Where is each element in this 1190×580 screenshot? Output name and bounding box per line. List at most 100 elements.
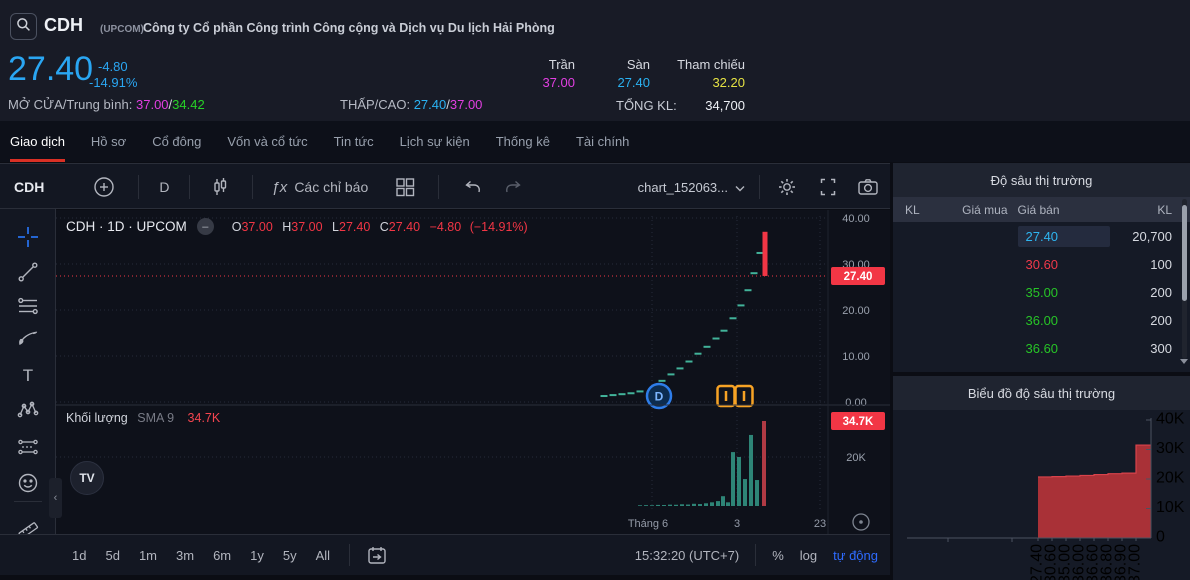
undo-icon[interactable]	[461, 177, 485, 197]
exchange-tag: (UPCOM)	[100, 24, 144, 35]
range-All[interactable]: All	[315, 547, 331, 563]
price-volume-chart[interactable]: 40.0030.0020.0010.000.00D20K27.4034.7KTh…	[56, 210, 890, 534]
range-1y[interactable]: 1y	[250, 547, 264, 563]
tab-3[interactable]: Vốn và cổ tức	[227, 133, 308, 149]
tab-5[interactable]: Lịch sự kiện	[399, 133, 470, 149]
range-6m[interactable]: 6m	[213, 547, 232, 563]
text-tool-icon[interactable]: T	[16, 363, 40, 387]
chart-toolbar: CDH D ƒx Các chỉ báo	[0, 163, 890, 209]
log-scale-button[interactable]: log	[799, 547, 818, 563]
depth-col-1: Giá mua	[962, 202, 1008, 217]
tab-7[interactable]: Tài chính	[575, 133, 630, 149]
compare-add-symbol-button[interactable]	[92, 175, 116, 199]
chart-symbol-interval[interactable]: CDH · 1D · UPCOM	[66, 219, 187, 234]
chart-legend: CDH · 1D · UPCOM – O37.00 H37.00 L27.40 …	[66, 218, 528, 235]
interval-button[interactable]: D	[159, 179, 170, 195]
fx-icon: ƒx	[271, 178, 288, 196]
svg-text:34.7K: 34.7K	[843, 416, 874, 428]
xabcd-pattern-icon[interactable]	[16, 398, 40, 422]
svg-text:27.40: 27.40	[844, 271, 873, 283]
fib-retracement-icon[interactable]	[16, 295, 40, 319]
depth-row-0[interactable]: 27.40 20,700	[893, 222, 1190, 250]
depth-row-4[interactable]: 36.60 300	[893, 334, 1190, 362]
session-clock[interactable]: 15:32:20 (UTC+7)	[634, 547, 740, 563]
auto-scale-button[interactable]: tự động	[833, 547, 878, 563]
open-average-label: MỞ CỬA/Trung bình:	[8, 97, 133, 112]
chart-symbol-button[interactable]: CDH	[14, 179, 45, 195]
brush-icon[interactable]	[16, 326, 40, 350]
tab-2[interactable]: Cổ đông	[152, 133, 202, 149]
tab-0[interactable]: Giao dịch	[10, 121, 65, 162]
tab-4[interactable]: Tin tức	[333, 133, 374, 149]
camera-icon[interactable]	[856, 176, 880, 198]
goto-date-icon[interactable]	[366, 544, 388, 566]
last-price: 27.40	[8, 50, 94, 88]
high-val: 37.00	[291, 219, 323, 234]
range-5y[interactable]: 5y	[282, 547, 297, 563]
range-buttons: 1d 5d 1m 3m 6m 1y 5y All	[72, 548, 349, 563]
depth-col-3: KL	[1157, 202, 1172, 217]
trend-line-icon[interactable]	[16, 260, 40, 284]
quote-header: CDH (UPCOM) Công ty Cổ phần Công trình C…	[0, 0, 1190, 121]
section-tabs: Giao dịch Hồ sơ Cổ đông Vốn và cổ tức Tin tứ…	[0, 121, 1190, 162]
indicators-button[interactable]: ƒx Các chỉ báo	[271, 179, 368, 196]
average-value: 34.42	[172, 97, 205, 112]
scrollbar-thumb[interactable]	[1182, 205, 1187, 301]
range-3m[interactable]: 3m	[176, 547, 195, 563]
reference-label: Tham chiếu	[677, 57, 745, 72]
low-high-label: THẤP/CAO:	[340, 97, 411, 112]
floor-label: Sàn	[626, 57, 650, 72]
layout-name-button[interactable]: chart_152063...	[638, 179, 745, 195]
range-1d[interactable]: 1d	[72, 547, 87, 563]
floor-value: 27.40	[617, 75, 650, 90]
emoji-icon[interactable]	[16, 471, 40, 495]
depth-table-header: KL Giá mua Giá bán KL	[893, 197, 1190, 222]
depth-row-1[interactable]: 30.60 100	[893, 250, 1190, 278]
symbol-search-button[interactable]	[10, 13, 37, 40]
total-volume-label: TỔNG KL:	[616, 98, 677, 113]
tradingview-logo[interactable]: TV	[70, 461, 104, 495]
ask-qty: 300	[1150, 340, 1172, 356]
svg-text:0.00: 0.00	[845, 397, 866, 409]
collapse-legend-icon[interactable]: –	[196, 218, 214, 235]
main-chart-area[interactable]: 40.00 30.00 20.00 10.00 0.00 D 20K 27.40 34.7K Th…	[56, 210, 890, 534]
svg-text:36.80: 36.80	[1099, 544, 1116, 580]
svg-text:40K: 40K	[1156, 411, 1185, 428]
chart-type-candles-icon[interactable]	[208, 175, 232, 199]
crosshair-icon[interactable]	[16, 225, 40, 249]
depth-scrollbar[interactable]	[1182, 199, 1187, 359]
scrollbar-down-arrow[interactable]	[1180, 359, 1188, 364]
range-1m[interactable]: 1m	[138, 547, 157, 563]
ohlc-values: O37.00 H37.00 L27.40 C27.40 −4.80 (−14.9…	[226, 220, 528, 234]
tab-6[interactable]: Thống kê	[495, 133, 550, 149]
ceiling-label: Trần	[548, 57, 575, 72]
gear-icon[interactable]	[776, 176, 798, 198]
redo-icon[interactable]	[501, 177, 525, 197]
ask-price: 27.40	[1017, 225, 1110, 247]
low-value: 27.40	[413, 97, 447, 112]
depth-row-3[interactable]: 36.00 200	[893, 306, 1190, 334]
tab-1[interactable]: Hồ sơ	[90, 133, 127, 149]
depth-chart[interactable]: 010K20K30K40K27.4030.6035.0036.0036.6036…	[893, 410, 1190, 580]
svg-text:D: D	[655, 390, 664, 404]
svg-text:30K: 30K	[1156, 440, 1185, 457]
ceiling-value: 37.00	[542, 75, 575, 90]
svg-text:35.00: 35.00	[1057, 544, 1074, 580]
open-label: O	[231, 219, 242, 234]
open-val: 37.00	[241, 219, 273, 234]
svg-text:T: T	[23, 366, 33, 385]
percent-scale-button[interactable]: %	[772, 547, 784, 563]
low-high-row: THẤP/CAO: 27.40/37.00	[340, 97, 483, 112]
ask-price: 36.00	[1025, 312, 1059, 328]
ask-qty: 20,700	[1132, 228, 1172, 244]
market-depth-title: Độ sâu thị trường	[893, 163, 1190, 197]
svg-text:0: 0	[1156, 529, 1165, 546]
range-5d[interactable]: 5d	[105, 547, 120, 563]
change-pct-val: (−14.91%)	[469, 219, 528, 234]
collapse-toolbar-handle[interactable]: ‹	[49, 478, 62, 518]
indicators-label: Các chỉ báo	[294, 179, 369, 195]
long-position-icon[interactable]	[16, 435, 40, 459]
depth-row-2[interactable]: 35.00 200	[893, 278, 1190, 306]
fullscreen-icon[interactable]	[818, 177, 838, 197]
grid-layout-icon[interactable]	[394, 176, 416, 198]
